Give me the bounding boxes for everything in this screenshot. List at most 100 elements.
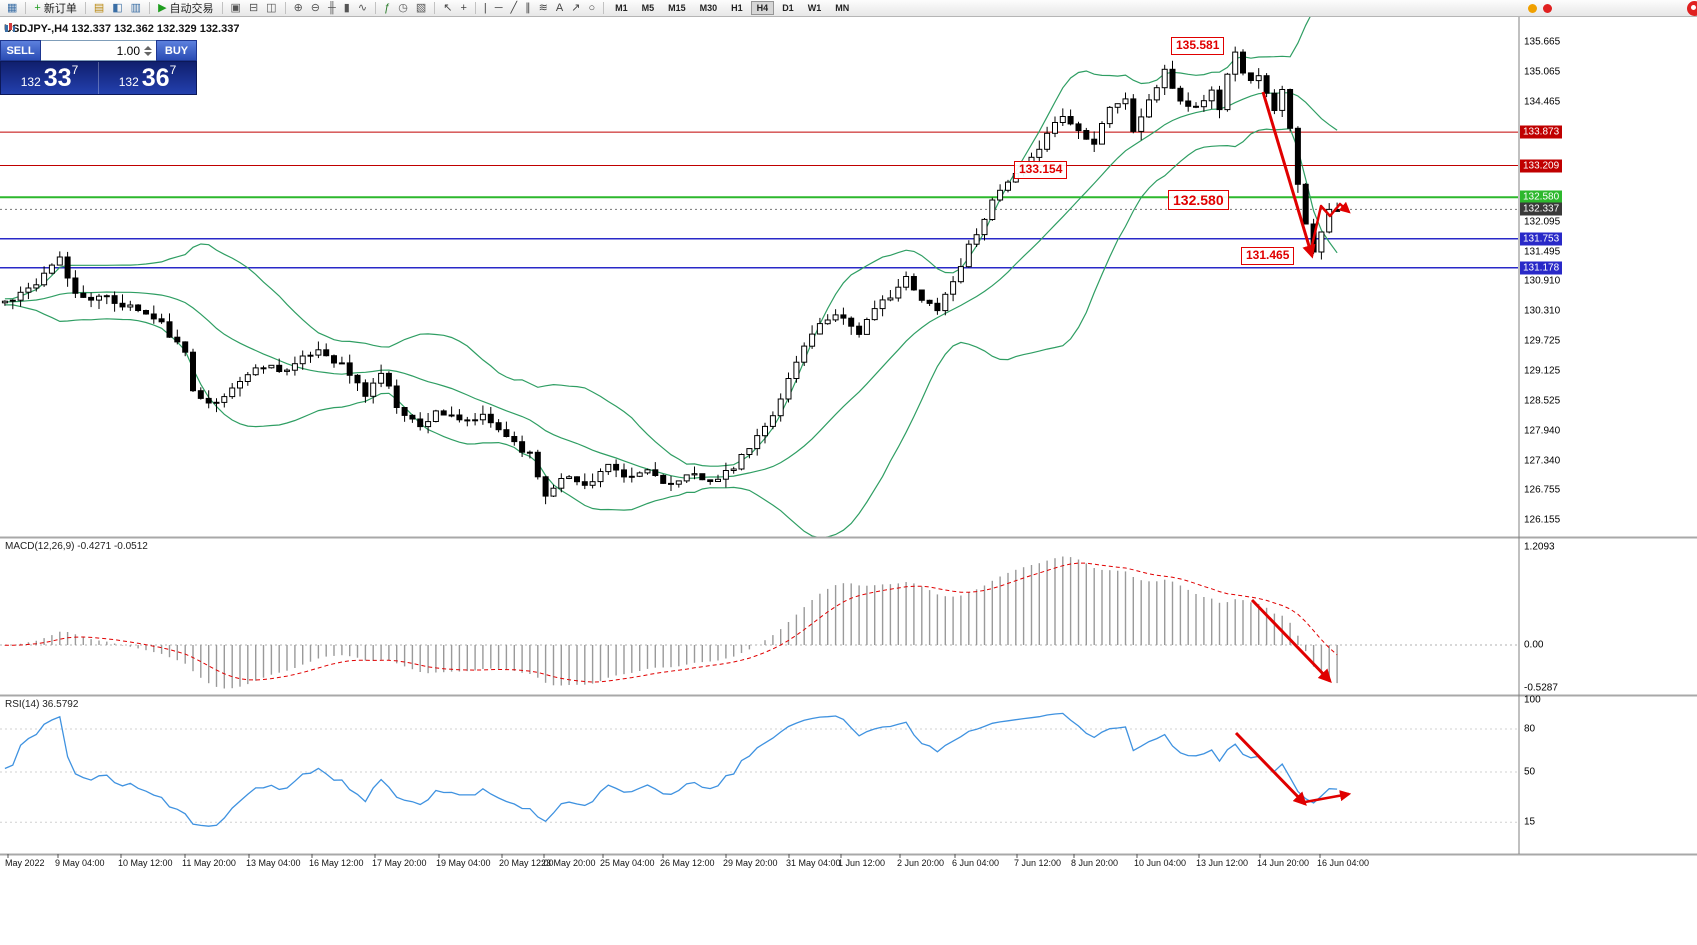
- notification-badge-icon[interactable]: [1687, 1, 1697, 16]
- fibonacci-icon: ≋: [538, 1, 548, 14]
- templates-icon: ▧: [415, 1, 427, 14]
- channel-icon[interactable]: ∥: [521, 1, 535, 16]
- macd-axis-label: 0.00: [1524, 639, 1544, 651]
- timeframe-d1-button[interactable]: D1: [782, 3, 794, 13]
- time-axis-label: 6 Jun 04:00: [952, 858, 1000, 868]
- tile-vertically-icon[interactable]: ◫: [262, 1, 280, 16]
- shapes-icon[interactable]: ○: [584, 1, 599, 16]
- toolbar-separator: [84, 2, 86, 14]
- chart-title: USDJPY-,H4 132.337 132.362 132.329 132.3…: [4, 23, 239, 35]
- price-axis-label: 130.910: [1524, 275, 1561, 287]
- autotrading-icon: ▶: [158, 1, 167, 14]
- price-annotation[interactable]: 131.465: [1241, 247, 1295, 265]
- zoom-in-icon[interactable]: ⊕: [290, 1, 307, 16]
- zoom-out-icon[interactable]: ⊖: [307, 1, 324, 16]
- crosshair-icon[interactable]: +: [456, 1, 470, 16]
- timeframe-m15-button[interactable]: M15: [668, 3, 686, 13]
- tile-horizontally-icon[interactable]: ⊟: [245, 1, 262, 16]
- price-annotation[interactable]: 135.581: [1171, 37, 1225, 55]
- time-axis-label: 14 Jun 20:00: [1257, 858, 1310, 868]
- toolbar-separator: [474, 2, 476, 14]
- candlestick-chart-icon[interactable]: ▮: [340, 1, 354, 16]
- price-annotation[interactable]: 132.580: [1168, 190, 1229, 211]
- arrows-icon[interactable]: ↗: [567, 1, 584, 16]
- time-axis-label: 20 May 12:00: [499, 858, 554, 868]
- timeframe-m5-button[interactable]: M5: [641, 3, 655, 13]
- periods-icon[interactable]: ◷: [394, 1, 412, 16]
- price-line-label: 131.178: [1520, 261, 1563, 275]
- timeframe-m1-button[interactable]: M1: [615, 3, 628, 13]
- arrows-icon: ↗: [571, 1, 581, 14]
- chart-window-icon[interactable]: ▦: [3, 1, 21, 16]
- price-line-label: 133.209: [1520, 159, 1563, 173]
- volume-value[interactable]: 1.00: [116, 43, 140, 58]
- templates-icon[interactable]: ▧: [412, 1, 430, 16]
- volume-spinner[interactable]: [144, 45, 153, 56]
- candlestick-chart-icon: ▮: [343, 1, 350, 14]
- timeframe-h1-button[interactable]: H1: [731, 3, 743, 13]
- line-chart-icon[interactable]: ∿: [354, 1, 371, 16]
- price-annotation[interactable]: 133.154: [1014, 161, 1068, 179]
- text-icon: A: [555, 1, 564, 14]
- cursor-icon: ↖: [443, 1, 453, 14]
- fibonacci-icon[interactable]: ≋: [535, 1, 552, 16]
- time-axis-label: May 2022: [5, 858, 45, 868]
- navigator-icon[interactable]: ◧: [108, 1, 126, 16]
- price-axis-label: 128.525: [1524, 395, 1561, 407]
- buy-button[interactable]: BUY: [156, 40, 197, 61]
- cascade-windows-icon[interactable]: ▣: [227, 1, 245, 16]
- time-axis-label: 10 May 12:00: [118, 858, 173, 868]
- indicators-icon[interactable]: ƒ: [380, 1, 394, 16]
- line-chart-icon: ∿: [357, 1, 368, 14]
- bar-chart-icon: ╫: [328, 1, 336, 14]
- macd-down-arrow[interactable]: [1250, 598, 1332, 683]
- vertical-line-icon[interactable]: |: [480, 1, 491, 16]
- toolbar-separator: [25, 2, 27, 14]
- price-axis-label: 127.940: [1524, 425, 1561, 437]
- macd-histogram: [4, 556, 1338, 689]
- one-click-trading-panel: SELL 1.00 BUY 132 33 7 132 36 7: [0, 40, 197, 95]
- timeframe-mn-button[interactable]: MN: [835, 3, 850, 13]
- rsi-down-arrow[interactable]: [1234, 731, 1307, 806]
- bid-price-label: 132.337: [1520, 202, 1563, 216]
- channel-icon: ∥: [525, 1, 531, 14]
- toolbar-separator: [221, 2, 223, 14]
- sell-button[interactable]: SELL: [0, 40, 41, 61]
- trendline-icon[interactable]: ╱: [507, 1, 522, 16]
- trendline-icon: ╱: [510, 1, 518, 14]
- timeframe-m30-button[interactable]: M30: [699, 3, 718, 13]
- bar-chart-icon[interactable]: ╫: [324, 1, 340, 16]
- autotrading-button[interactable]: ▶ 自动交易: [154, 1, 217, 16]
- spin-down-icon[interactable]: [144, 51, 152, 56]
- spin-up-icon[interactable]: [144, 45, 152, 50]
- timeframe-h4-button[interactable]: H4: [750, 1, 775, 15]
- terminal-icon[interactable]: ▥: [127, 1, 145, 16]
- toolbar: ▦ + 新订单 ▤ ◧ ▥ ▶ 自动交易 ▣ ⊟ ◫ ⊕ ⊖ ╫ ▮ ∿ ƒ ◷ ▧ ↖ + | ─ ╱ ∥ ≋ A ↗ ○ M1 M5 M1…: [0, 0, 1697, 17]
- toolbar-separator: [149, 2, 151, 14]
- volume-field[interactable]: 1.00: [41, 40, 156, 61]
- rsi-flat-arrow[interactable]: [1304, 790, 1352, 804]
- chart-title-icon: [5, 23, 15, 32]
- time-axis-label: 2 Jun 20:00: [897, 858, 945, 868]
- alerts-indicator-icon[interactable]: [1543, 3, 1552, 13]
- tile-horizontally-icon: ⊟: [248, 1, 259, 14]
- market-watch-icon[interactable]: ▤: [90, 1, 108, 16]
- new-order-button-label: 新订单: [43, 3, 77, 15]
- chart-title-text: USDJPY-,H4 132.337 132.362 132.329 132.3…: [4, 23, 240, 35]
- toolbar-separator: [603, 2, 605, 14]
- bounce-zigzag-arrow[interactable]: [1309, 201, 1351, 251]
- buy-price[interactable]: 132 36 7: [118, 63, 177, 92]
- rsi-axis-label: 50: [1524, 766, 1536, 778]
- text-icon[interactable]: A: [552, 1, 567, 16]
- timeframe-w1-button[interactable]: W1: [807, 3, 822, 13]
- candlestick-series: [1, 46, 1341, 505]
- news-indicator-icon[interactable]: [1528, 3, 1537, 13]
- new-order-button[interactable]: + 新订单: [30, 1, 80, 16]
- horizontal-line-icon[interactable]: ─: [491, 1, 507, 16]
- main-down-arrow[interactable]: [1261, 91, 1316, 259]
- navigator-icon: ◧: [112, 1, 123, 14]
- cursor-icon[interactable]: ↖: [439, 1, 456, 16]
- sell-price[interactable]: 132 33 7: [1, 62, 99, 94]
